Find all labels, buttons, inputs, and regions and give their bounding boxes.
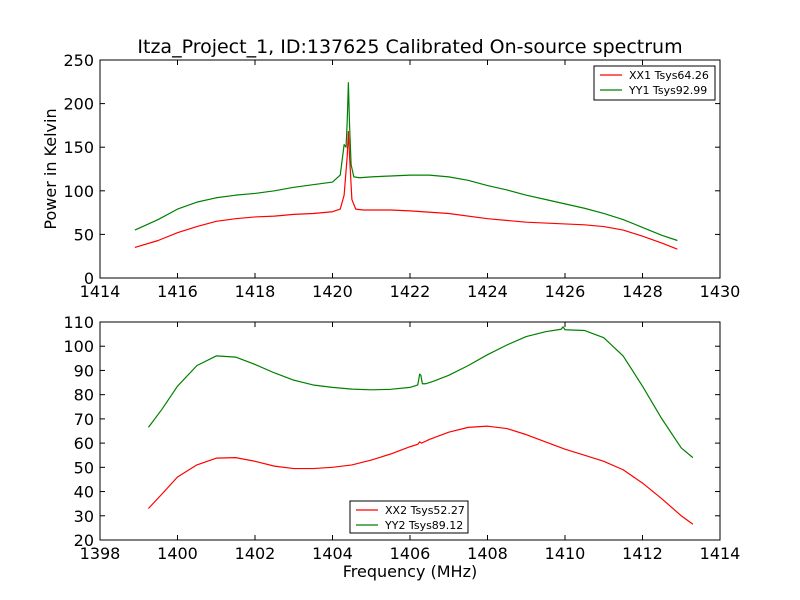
x-tick-label: 1422 — [390, 282, 431, 301]
y-tick-label: 50 — [74, 225, 94, 244]
y-tick-label: 70 — [74, 410, 94, 429]
y-tick-label: 60 — [74, 434, 94, 453]
y-tick-label: 40 — [74, 483, 94, 502]
x-tick-label: 1428 — [622, 282, 663, 301]
legend-label: XX1 Tsys64.26 — [629, 69, 709, 82]
legend-label: YY1 Tsys92.99 — [628, 84, 707, 97]
y-tick-label: 200 — [63, 95, 94, 114]
x-tick-label: 1430 — [700, 282, 741, 301]
y-tick-label: 90 — [74, 361, 94, 380]
y-tick-label: 0 — [84, 269, 94, 288]
x-tick-label: 1420 — [312, 282, 353, 301]
x-tick-label: 1404 — [312, 544, 353, 563]
y-tick-label: 80 — [74, 386, 94, 405]
y-axis-label: Power in Kelvin — [41, 108, 60, 229]
x-tick-label: 1424 — [467, 282, 508, 301]
legend-label: XX2 Tsys52.27 — [385, 504, 465, 517]
legend-box — [349, 500, 469, 534]
x-tick-label: 1426 — [545, 282, 586, 301]
series-line-1-1 — [134, 130, 678, 250]
x-tick-label: 1412 — [622, 544, 663, 563]
series-line-1-2 — [134, 82, 678, 242]
legend-box — [593, 65, 716, 101]
x-tick-label: 1408 — [467, 544, 508, 563]
y-tick-label: 50 — [74, 458, 94, 477]
x-tick-label: 1416 — [157, 282, 198, 301]
x-tick-label: 1406 — [390, 544, 431, 563]
y-tick-label: 30 — [74, 507, 94, 526]
subplot-1: 1414 1416 1418 1420 1422 1424 1426 1428 1430 0 50 1… — [63, 51, 740, 301]
legend: XX1 Tsys64.26 YY1 Tsys92.99 — [593, 65, 716, 101]
y-tick-label: 20 — [74, 531, 94, 550]
y-tick-label: 150 — [63, 138, 94, 157]
y-tick-label: 110 — [63, 313, 94, 332]
x-tick-label: 1414 — [700, 544, 741, 563]
x-tick-label: 1398 — [80, 544, 121, 563]
y-tick-label: 250 — [63, 51, 94, 70]
y-tick-label: 100 — [63, 182, 94, 201]
legend-label: YY2 Tsys89.12 — [384, 519, 463, 532]
x-axis-label: Frequency (MHz) — [343, 562, 477, 581]
y-tick-label: 100 — [63, 337, 94, 356]
subplot-2: 1398 1400 1402 1404 1406 1408 1410 1412 1414 20 30… — [63, 313, 740, 563]
series-line-2-1 — [148, 425, 694, 525]
x-tick-label: 1410 — [545, 544, 586, 563]
x-tick-label: 1414 — [80, 282, 121, 301]
series-line-2-2 — [147, 326, 694, 459]
chart-title: Itza_Project_1, ID:137625 Calibrated On-… — [137, 36, 682, 58]
x-tick-label: 1402 — [235, 544, 276, 563]
x-tick-label: 1400 — [157, 544, 198, 563]
legend: XX2 Tsys52.27 YY2 Tsys89.12 — [349, 500, 469, 534]
x-tick-label: 1418 — [235, 282, 276, 301]
